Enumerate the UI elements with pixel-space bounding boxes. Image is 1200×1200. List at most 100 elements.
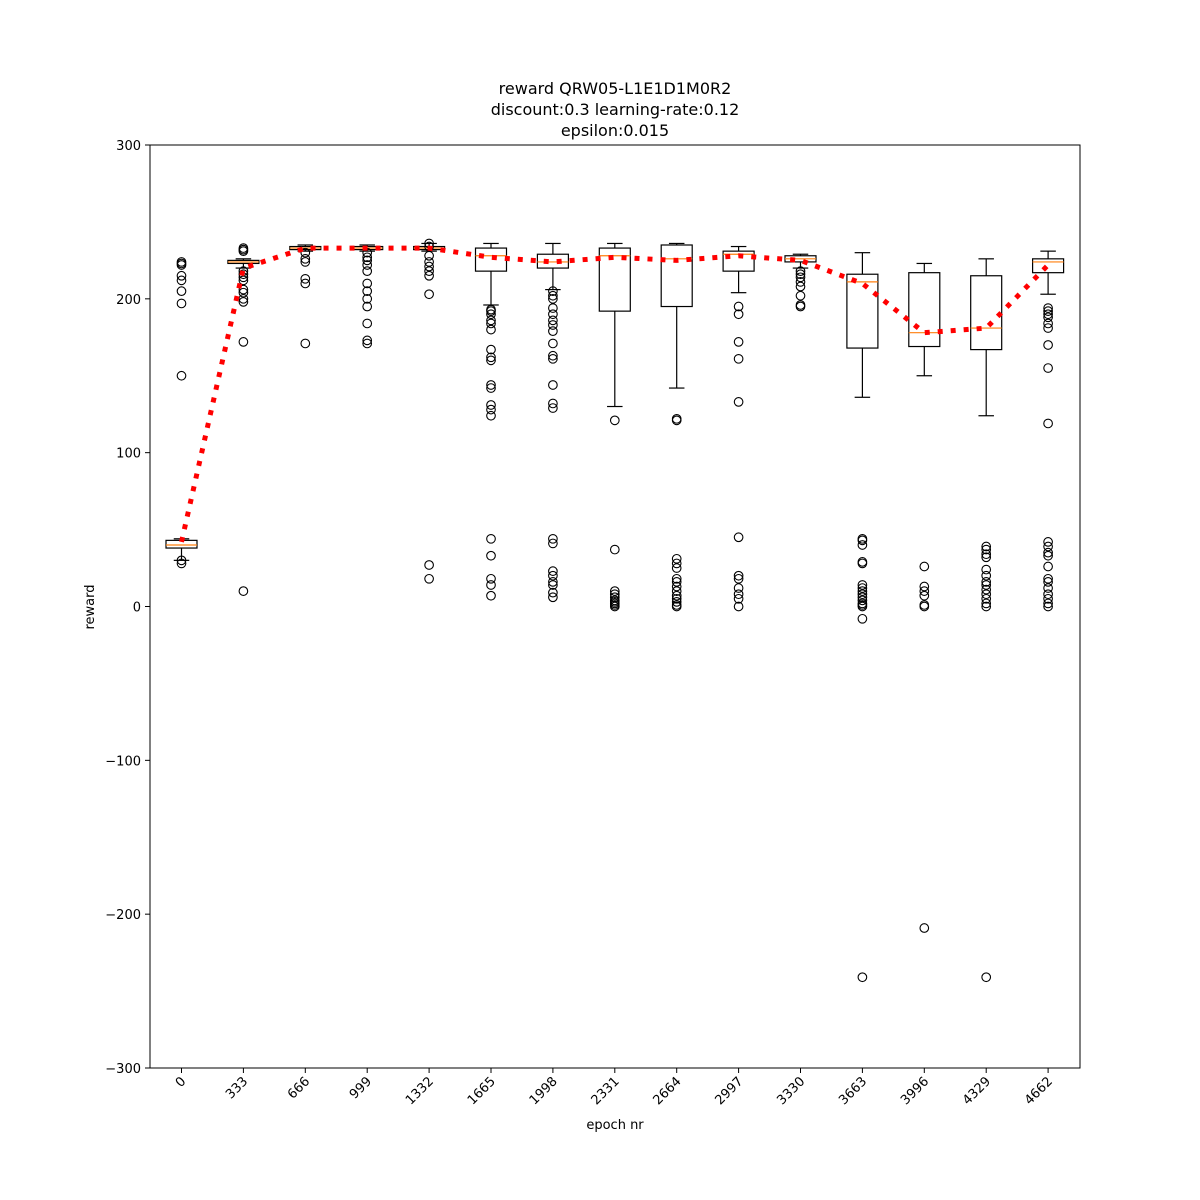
flier-point (919, 581, 930, 592)
flier-point (486, 533, 496, 544)
y-tick-label: −300 (105, 1062, 141, 1077)
flier-point (981, 577, 992, 587)
flier-point (548, 315, 558, 326)
box-3330 (784, 253, 817, 312)
flier-point (733, 589, 744, 600)
flier-point (238, 586, 249, 596)
flier-point (362, 278, 373, 289)
flier-point (795, 290, 806, 301)
flier-point (486, 400, 496, 410)
flier-point (795, 281, 806, 292)
flier-point (733, 397, 744, 407)
flier-point (733, 583, 744, 593)
box-1998 (536, 242, 570, 603)
x-tick-label: 3663 (836, 1074, 870, 1108)
x-tick-label: 1332 (403, 1074, 437, 1108)
flier-point (795, 277, 806, 287)
flier-point (981, 544, 992, 555)
flier-point (362, 255, 373, 266)
flier-point (548, 380, 558, 390)
flier-point (733, 309, 744, 320)
flier-point (1043, 418, 1053, 429)
flier-point (300, 338, 311, 349)
flier-point (1043, 306, 1053, 316)
flier-point (486, 306, 496, 316)
flier-point (1043, 598, 1053, 609)
flier-point (857, 592, 868, 603)
x-axis-label: epoch nr (586, 1118, 644, 1133)
flier-point (1043, 561, 1053, 572)
flier-point (176, 555, 187, 566)
flier-point (424, 257, 434, 267)
flier-point (1043, 363, 1053, 373)
y-tick-label: −100 (105, 754, 141, 769)
y-tick-label: 0 (133, 601, 141, 616)
flier-point (1043, 601, 1053, 612)
box-999 (351, 244, 384, 349)
flier-point (857, 601, 868, 612)
flier-point (548, 566, 558, 576)
flier-point (486, 383, 496, 393)
x-tick-label: 333 (223, 1074, 251, 1102)
flier-point (1043, 547, 1053, 558)
flier-point (486, 580, 496, 590)
flier-point (424, 261, 434, 272)
flier-point (671, 415, 682, 426)
flier-point (1043, 541, 1053, 552)
flier-point (919, 923, 930, 933)
flier-point (548, 293, 558, 304)
flier-point (424, 270, 434, 281)
x-tick-label: 999 (347, 1074, 375, 1102)
flier-point (176, 370, 187, 381)
flier-point (176, 260, 187, 270)
flier-point (548, 580, 558, 590)
flier-point (671, 573, 682, 584)
flier-point (733, 532, 744, 543)
box-rect (660, 244, 693, 308)
flier-point (238, 275, 249, 286)
flier-point (1043, 593, 1053, 604)
flier-point (362, 260, 373, 270)
flier-point (548, 398, 558, 409)
flier-point (919, 561, 930, 572)
box-2664 (660, 242, 693, 612)
flier-point (981, 972, 992, 983)
flier-point (548, 286, 558, 296)
box-333 (227, 243, 260, 596)
flier-point (981, 584, 992, 595)
title-line-1: reward QRW05-L1E1D1M0R2 (499, 79, 732, 98)
box-0 (165, 257, 198, 569)
flier-point (238, 293, 249, 304)
flier-point (486, 309, 496, 320)
x-tick-label: 2664 (651, 1074, 685, 1108)
title-line-2: discount:0.3 learning-rate:0.12 (491, 100, 740, 119)
flier-point (671, 577, 682, 587)
flier-point (857, 583, 868, 593)
flier-point (486, 380, 496, 390)
flier-point (795, 266, 806, 276)
flier-point (857, 586, 868, 596)
flier-point (238, 337, 249, 347)
flier-point (733, 353, 744, 364)
flier-point (486, 410, 496, 421)
flier-point (733, 301, 744, 312)
box-rect (1031, 258, 1065, 274)
box-rect (598, 247, 631, 312)
axes: −300 −200 −100 0 100 200 300 0 333 666 999 1332 1665… (105, 139, 1081, 1108)
box-666 (289, 244, 322, 349)
box-2331 (598, 242, 631, 612)
flier-point (981, 589, 992, 600)
flier-point (300, 247, 311, 258)
flier-point (1043, 312, 1053, 323)
flier-point (486, 344, 496, 355)
box-rect (908, 272, 941, 348)
flier-point (486, 590, 496, 601)
flier-point (486, 404, 496, 415)
flier-point (671, 558, 682, 569)
x-tick-label: 0 (173, 1074, 189, 1090)
flier-point (486, 550, 496, 561)
x-tick-label: 3996 (898, 1074, 932, 1108)
flier-point (424, 266, 434, 276)
box-rect (474, 247, 508, 272)
flier-point (981, 580, 992, 590)
